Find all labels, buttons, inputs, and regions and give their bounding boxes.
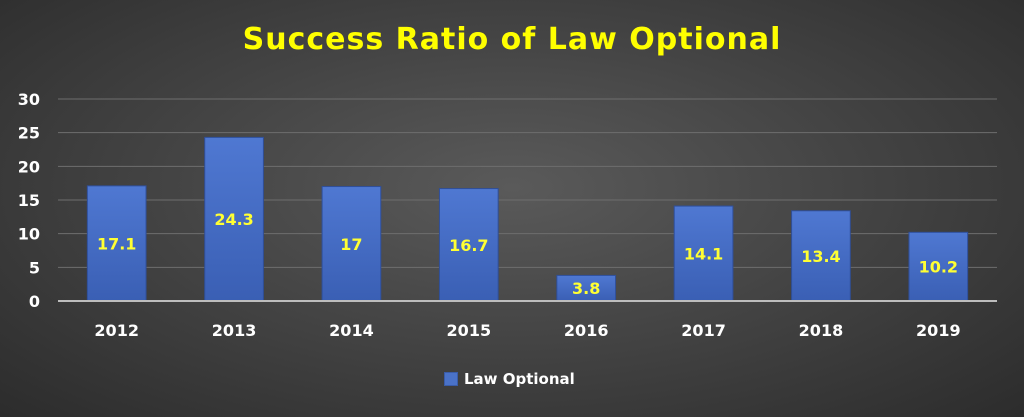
x-tick-label: 2015 [447,321,492,340]
y-tick-label: 5 [29,258,40,277]
x-tick-label: 2013 [212,321,257,340]
x-tick-label: 2012 [94,321,139,340]
legend-swatch [444,372,458,386]
data-label: 17 [340,235,362,254]
data-label: 16.7 [449,236,488,255]
y-tick-label: 20 [18,157,40,176]
y-tick-label: 15 [18,191,40,210]
y-tick-label: 30 [18,90,40,109]
x-tick-label: 2016 [564,321,609,340]
x-tick-label: 2014 [329,321,374,340]
legend-label: Law Optional [464,370,575,388]
bars: 17.1 24.3 17 16.7 3.8 14.1 13.4 10.2 [86,136,969,302]
x-tick-label: 2018 [799,321,844,340]
legend: Law Optional [444,370,575,388]
axes: 0 5 10 15 20 25 30 2012 2013 2014 2015 2016 2017 2018… [18,90,997,340]
y-tick-label: 0 [29,292,40,311]
x-tick-label: 2017 [681,321,726,340]
gridlines [58,98,997,268]
bar [673,205,734,302]
data-label: 17.1 [97,234,136,253]
data-label: 10.2 [919,258,958,277]
bar [86,185,147,302]
x-tick-label: 2019 [916,321,961,340]
chart-title: Success Ratio of Law Optional [242,22,782,57]
data-label: 14.1 [684,245,723,264]
data-label: 13.4 [801,247,840,266]
data-label: 24.3 [214,210,253,229]
bar [908,231,969,302]
y-tick-label: 10 [18,225,40,244]
y-tick-label: 25 [18,124,40,143]
data-label: 3.8 [572,279,600,298]
bar [791,210,851,302]
